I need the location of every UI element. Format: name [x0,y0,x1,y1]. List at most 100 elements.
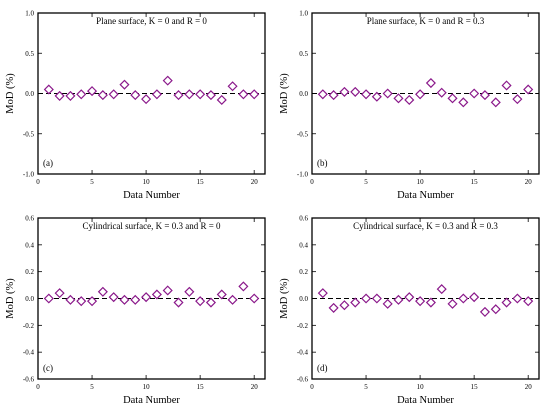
data-point [458,97,469,108]
data-point [216,94,227,105]
y-tick-label: 0.0 [299,295,308,303]
y-tick-label: -0.5 [23,130,35,138]
chart-title: Cylindrical surface, K = 0.3 and R = 0 [82,221,221,231]
chart-panel-d: -0.6 -0.4 -0.2 0.0 0.2 0.4 0.6 0 5 10 15 20 Cylindri… [279,215,540,406]
y-tick-label: -0.5 [297,130,309,138]
data-point [317,288,328,299]
data-point [425,297,436,308]
x-tick-label: 20 [525,178,533,186]
y-tick-label: 0.5 [25,50,34,58]
y-tick-label: 0.2 [299,268,308,276]
chart-title: Cylindrical surface, K = 0.3 and R = 0.3 [353,221,498,231]
data-point [65,294,76,305]
y-tick-label: -0.2 [23,322,35,330]
panel-label: (b) [317,158,328,168]
x-axis-label: Data Number [123,190,180,201]
data-point [371,91,382,102]
data-point [393,93,404,104]
y-tick-label: -0.6 [23,376,35,384]
data-point [184,89,195,100]
data-point [54,288,65,299]
data-point [195,296,206,307]
x-tick-label: 20 [525,383,533,391]
data-point [360,89,372,100]
chart-title: Plane surface, K = 0 and R = 0.3 [367,16,485,26]
data-point [339,86,350,97]
y-tick-label: 0.4 [25,241,34,249]
data-point [119,79,130,90]
data-point [108,292,119,303]
x-tick-label: 10 [417,178,425,186]
y-tick-label: 1.0 [25,10,34,18]
data-point [238,89,249,100]
data-point [173,297,184,308]
data-point [425,77,436,89]
data-point [512,293,523,304]
y-tick-label: -1.0 [297,171,309,179]
y-tick-label: 0.6 [25,215,34,223]
x-tick-label: 5 [364,178,368,186]
data-point [382,88,393,99]
data-point [141,292,152,303]
data-point [360,293,372,304]
data-point [458,293,469,304]
data-point [469,292,480,303]
data-point [447,93,458,104]
y-tick-label: 0.2 [25,268,34,276]
data-point [141,94,152,105]
data-point [97,90,108,101]
y-tick-label: -1.0 [23,171,35,179]
y-tick-label: 0.5 [299,50,308,58]
data-point [205,90,217,101]
data-point [404,292,415,303]
y-tick-label: -0.6 [297,376,309,384]
data-point [119,294,130,305]
data-point [339,300,350,311]
x-axis-label: Data Number [397,395,454,406]
chart-panel-a: -1.0 -0.5 0.0 0.5 1.0 0 5 10 15 20 Plane surface, … [5,10,266,201]
y-tick-label: 0.6 [299,215,308,223]
x-tick-label: 5 [90,178,94,186]
x-tick-label: 0 [310,383,314,391]
y-tick-label: -0.4 [297,349,309,357]
data-point [371,293,382,304]
x-tick-label: 15 [197,178,205,186]
data-point [447,298,458,309]
x-tick-label: 15 [471,383,479,391]
data-point [479,90,491,101]
data-point [317,89,328,100]
panel-label: (c) [43,363,53,373]
x-tick-label: 0 [310,178,314,186]
data-point [415,296,426,307]
data-point [249,293,260,304]
data-point [205,297,217,308]
data-point [97,286,108,297]
x-tick-label: 0 [36,178,40,186]
data-point [469,88,480,99]
data-point [151,289,162,300]
data-point [479,306,491,317]
y-axis-label: MoD (%) [5,278,16,319]
data-point [238,281,249,292]
data-point [76,89,87,100]
data-point [350,86,361,97]
data-point [404,94,415,105]
data-point [523,84,534,95]
data-point [65,90,76,101]
x-axis-label: Data Number [123,395,180,406]
data-point [328,90,339,101]
x-axis-label: Data Number [397,190,454,201]
data-point [151,89,162,100]
data-point [216,289,227,300]
x-tick-label: 20 [251,178,259,186]
data-point [490,97,501,108]
data-point [76,296,87,307]
x-tick-label: 15 [197,383,205,391]
y-tick-label: -0.4 [23,349,35,357]
y-tick-label: -0.2 [297,322,309,330]
x-tick-label: 10 [143,178,151,186]
x-tick-label: 10 [417,383,425,391]
data-point [512,94,523,105]
y-tick-label: 0.0 [25,295,34,303]
x-tick-label: 10 [143,383,151,391]
